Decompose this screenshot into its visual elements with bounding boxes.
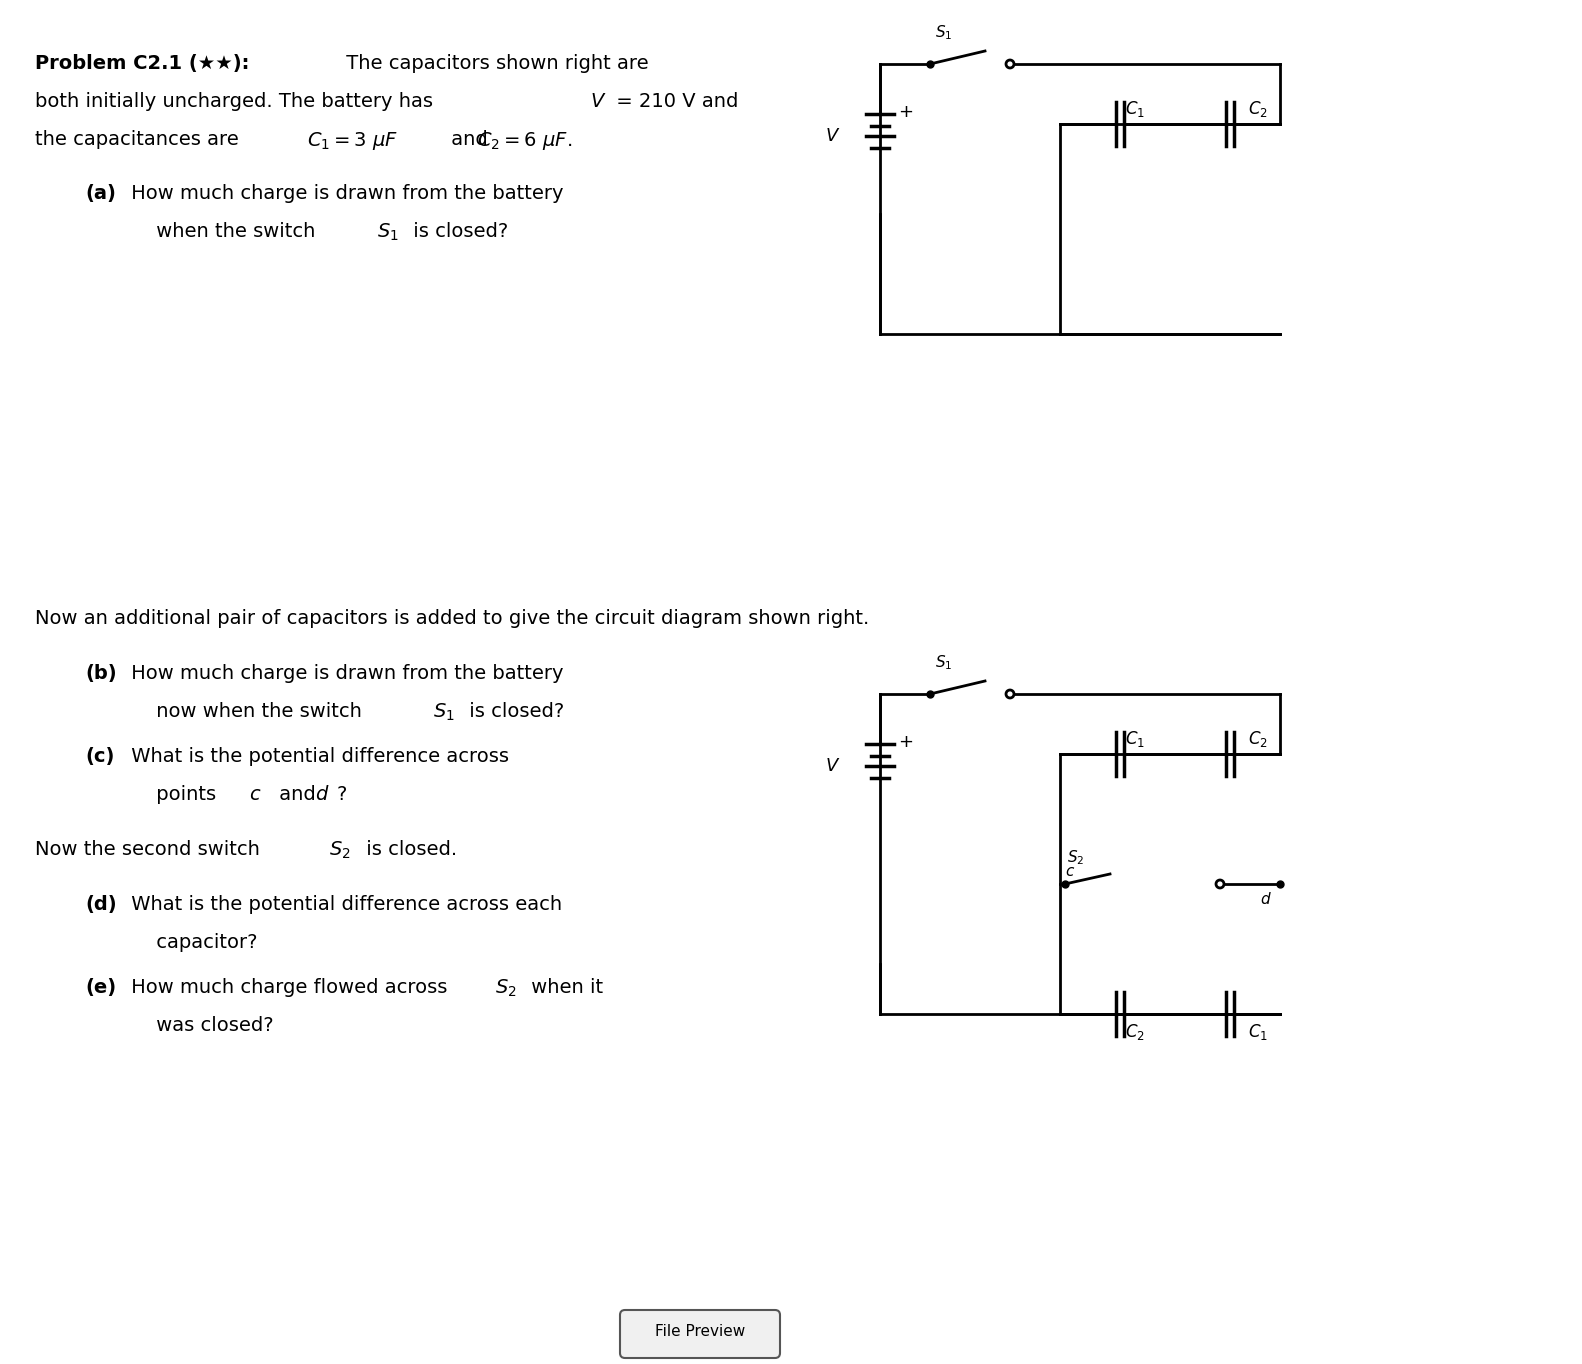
Text: is closed.: is closed. — [361, 840, 457, 859]
Text: $S_1$: $S_1$ — [935, 653, 952, 672]
Text: both initially uncharged. The battery has: both initially uncharged. The battery ha… — [35, 91, 440, 110]
Text: $C_1$: $C_1$ — [1125, 728, 1145, 749]
Text: $V$: $V$ — [824, 757, 840, 775]
Text: capacitor?: capacitor? — [125, 933, 258, 952]
Text: $C_2$: $C_2$ — [1248, 100, 1267, 119]
Text: $C_2$: $C_2$ — [1248, 728, 1267, 749]
Text: $S_1$: $S_1$ — [377, 222, 399, 243]
Text: when it: when it — [525, 978, 603, 997]
Text: Now the second switch: Now the second switch — [35, 840, 266, 859]
Text: $S_2$: $S_2$ — [495, 978, 517, 1000]
Text: (d): (d) — [85, 895, 117, 914]
Text: ?: ? — [337, 786, 348, 803]
Text: when the switch: when the switch — [125, 222, 321, 241]
Text: How much charge is drawn from the battery: How much charge is drawn from the batter… — [125, 664, 563, 683]
Text: $S_2$: $S_2$ — [1066, 848, 1084, 868]
Text: $d$: $d$ — [315, 786, 329, 803]
Text: $C_2$: $C_2$ — [1125, 1022, 1145, 1042]
Text: is closed?: is closed? — [464, 702, 565, 722]
Text: $C_1$: $C_1$ — [1125, 100, 1145, 119]
Text: = 210 V and: = 210 V and — [611, 91, 739, 110]
Text: is closed?: is closed? — [407, 222, 508, 241]
Text: What is the potential difference across each: What is the potential difference across … — [125, 895, 562, 914]
Text: Problem C2.1 (★★):: Problem C2.1 (★★): — [35, 55, 250, 74]
Text: $V$: $V$ — [824, 127, 840, 145]
Text: (a): (a) — [85, 184, 115, 203]
Text: +: + — [899, 104, 913, 121]
Text: and: and — [445, 130, 494, 149]
Text: (e): (e) — [85, 978, 115, 997]
Text: $C_1 = 3\ \mu F$: $C_1 = 3\ \mu F$ — [307, 130, 399, 151]
Text: $S_1$: $S_1$ — [433, 702, 454, 723]
Text: now when the switch: now when the switch — [125, 702, 369, 722]
Text: $c$: $c$ — [248, 786, 261, 803]
Text: File Preview: File Preview — [655, 1324, 745, 1339]
Text: How much charge flowed across: How much charge flowed across — [125, 978, 454, 997]
Text: What is the potential difference across: What is the potential difference across — [125, 747, 509, 767]
Text: How much charge is drawn from the battery: How much charge is drawn from the batter… — [125, 184, 563, 203]
Text: $C_1$: $C_1$ — [1248, 1022, 1269, 1042]
Text: $S_1$: $S_1$ — [935, 23, 952, 42]
Text: $d$: $d$ — [1259, 891, 1272, 907]
Text: V: V — [590, 91, 603, 110]
Text: points: points — [125, 786, 223, 803]
Text: was closed?: was closed? — [125, 1016, 274, 1035]
Text: and: and — [274, 786, 323, 803]
Text: $c$: $c$ — [1065, 863, 1076, 878]
Text: The capacitors shown right are: The capacitors shown right are — [340, 55, 649, 74]
Text: the capacitances are: the capacitances are — [35, 130, 245, 149]
FancyBboxPatch shape — [620, 1309, 780, 1359]
Text: $C_2 = 6\ \mu F.$: $C_2 = 6\ \mu F.$ — [478, 130, 573, 151]
Text: (b): (b) — [85, 664, 117, 683]
Text: $S_2$: $S_2$ — [329, 840, 351, 861]
Text: +: + — [899, 732, 913, 752]
Text: (c): (c) — [85, 747, 114, 767]
Text: Now an additional pair of capacitors is added to give the circuit diagram shown : Now an additional pair of capacitors is … — [35, 608, 869, 627]
